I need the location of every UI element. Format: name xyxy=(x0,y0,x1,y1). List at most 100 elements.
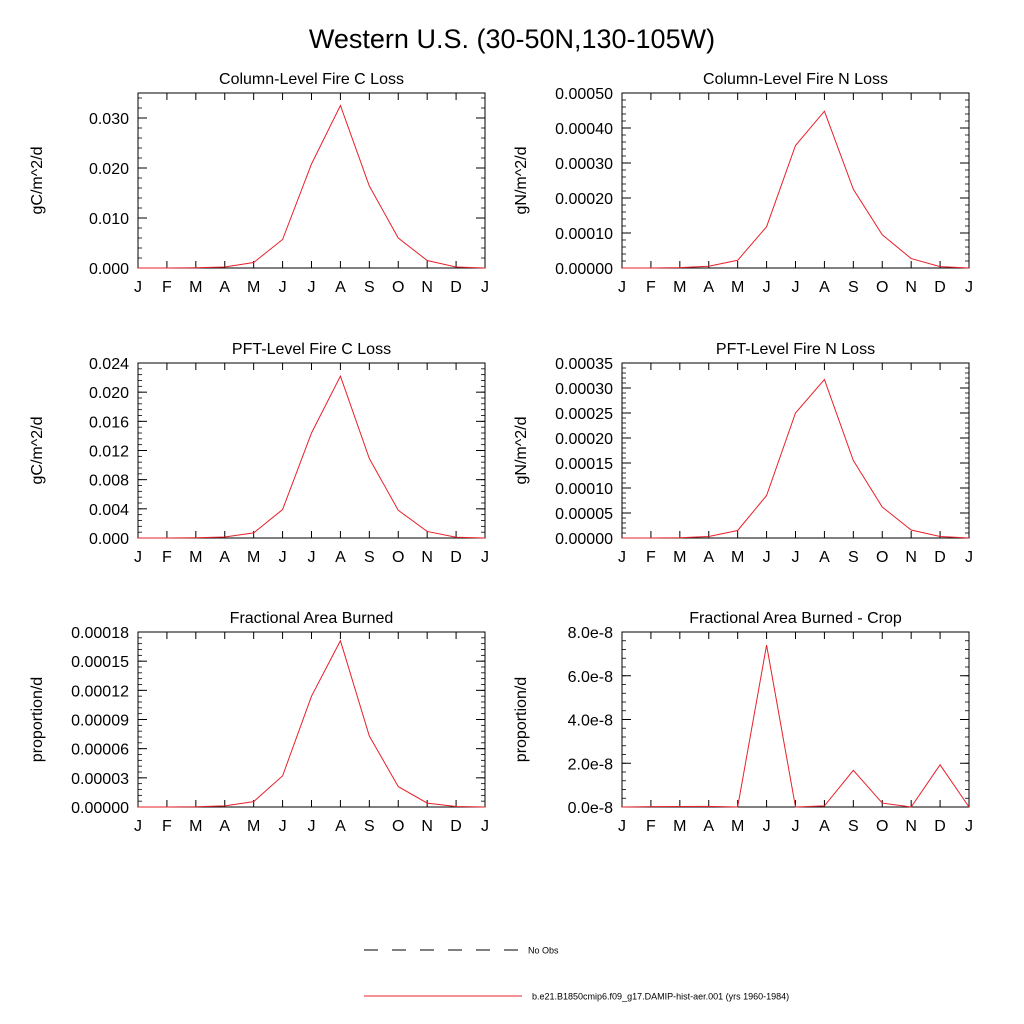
y-tick-label: 0.00025 xyxy=(555,406,613,423)
y-tick-label: 0.00012 xyxy=(71,683,129,700)
panel-title: Fractional Area Burned - Crop xyxy=(689,610,902,627)
plot-frame xyxy=(137,631,486,808)
x-tick-label: F xyxy=(646,549,656,566)
y-tick-label: 4.0e-8 xyxy=(568,713,613,730)
y-axis-label: proportion/d xyxy=(29,677,46,762)
y-tick-label: 0.008 xyxy=(89,473,129,490)
y-tick-label: 8.0e-8 xyxy=(568,625,613,642)
panel-title: PFT-Level Fire C Loss xyxy=(232,341,391,358)
y-tick-label: 0.000 xyxy=(89,531,129,548)
y-axis-label: gN/m^2/d xyxy=(513,417,530,485)
x-tick-label: J xyxy=(965,549,973,566)
x-tick-label: A xyxy=(335,279,346,296)
x-tick-label: J xyxy=(618,279,626,296)
x-tick-label: D xyxy=(934,279,946,296)
x-tick-label: D xyxy=(934,549,946,566)
legend-label-2: b.e21.B1850cmip6.f09_g17.DAMIP-hist-aer.… xyxy=(532,992,789,1002)
y-tick-label: 0.00000 xyxy=(71,800,129,817)
y-tick-label: 0.00000 xyxy=(555,261,613,278)
x-tick-label: J xyxy=(763,549,771,566)
x-tick-label: M xyxy=(673,279,686,296)
x-tick-label: F xyxy=(162,549,172,566)
y-tick-label: 0.00000 xyxy=(555,531,613,548)
x-tick-label: S xyxy=(364,818,375,835)
x-tick-label: J xyxy=(792,279,800,296)
y-tick-label: 0.00050 xyxy=(555,86,613,103)
panel-title: Fractional Area Burned xyxy=(230,610,394,627)
x-tick-label: J xyxy=(618,549,626,566)
x-tick-label: J xyxy=(279,818,287,835)
x-tick-label: J xyxy=(308,549,316,566)
panel-title: Column-Level Fire N Loss xyxy=(703,71,888,88)
x-tick-label: S xyxy=(848,279,859,296)
y-tick-label: 0.024 xyxy=(89,356,129,373)
series-line xyxy=(621,645,970,808)
x-tick-label: F xyxy=(162,818,172,835)
x-tick-label: O xyxy=(876,279,888,296)
panel-6: Fractional Area Burned - Crop proportion/… xyxy=(513,610,973,835)
x-tick-label: A xyxy=(219,818,230,835)
series-line xyxy=(138,639,486,808)
x-tick-label: J xyxy=(481,279,489,296)
x-tick-label: A xyxy=(819,818,830,835)
legend: No Obs b.e21.B1850cmip6.f09_g17.DAMIP-his… xyxy=(364,946,789,1002)
x-tick-label: M xyxy=(731,279,744,296)
x-tick-label: S xyxy=(364,279,375,296)
series-line xyxy=(622,110,970,269)
y-tick-label: 0.004 xyxy=(89,502,129,519)
y-axis-label: proportion/d xyxy=(513,677,530,762)
x-tick-label: M xyxy=(673,818,686,835)
x-tick-label: D xyxy=(450,279,462,296)
y-tick-label: 0.020 xyxy=(89,385,129,402)
legend-label-1: No Obs xyxy=(528,946,559,956)
y-tick-label: 0.00030 xyxy=(555,156,613,173)
y-tick-label: 0.020 xyxy=(89,161,129,178)
x-tick-label: N xyxy=(905,549,917,566)
y-axis-label: gN/m^2/d xyxy=(513,147,530,215)
x-tick-label: D xyxy=(934,818,946,835)
y-tick-label: 0.012 xyxy=(89,444,129,461)
x-tick-label: D xyxy=(450,818,462,835)
x-tick-label: J xyxy=(279,279,287,296)
y-tick-label: 0.00035 xyxy=(555,356,613,373)
x-tick-label: F xyxy=(646,279,656,296)
x-tick-label: O xyxy=(392,818,404,835)
x-tick-label: F xyxy=(162,279,172,296)
x-tick-label: A xyxy=(219,549,230,566)
x-tick-label: M xyxy=(247,818,260,835)
x-tick-label: M xyxy=(189,818,202,835)
x-tick-label: N xyxy=(421,279,433,296)
x-tick-label: D xyxy=(450,549,462,566)
x-tick-label: M xyxy=(247,549,260,566)
y-tick-label: 0.00010 xyxy=(555,481,613,498)
x-tick-label: A xyxy=(703,549,714,566)
plot-frame xyxy=(621,92,970,269)
x-tick-label: M xyxy=(731,818,744,835)
x-tick-label: S xyxy=(848,818,859,835)
x-tick-label: A xyxy=(703,279,714,296)
figure-title: Western U.S. (30-50N,130-105W) xyxy=(309,24,715,54)
plot-frame xyxy=(621,631,970,808)
y-tick-label: 0.00009 xyxy=(71,713,129,730)
y-tick-label: 0.00015 xyxy=(555,456,613,473)
x-tick-label: O xyxy=(876,818,888,835)
x-tick-label: J xyxy=(965,818,973,835)
y-tick-label: 0.030 xyxy=(89,111,129,128)
panel-title: PFT-Level Fire N Loss xyxy=(716,341,875,358)
x-tick-label: J xyxy=(792,818,800,835)
x-tick-label: A xyxy=(335,818,346,835)
y-tick-label: 0.00006 xyxy=(71,742,129,759)
series-line xyxy=(138,104,486,269)
x-tick-label: J xyxy=(618,818,626,835)
x-tick-label: O xyxy=(392,279,404,296)
x-tick-label: J xyxy=(481,818,489,835)
x-tick-label: A xyxy=(703,818,714,835)
x-tick-label: J xyxy=(134,549,142,566)
plot-frame xyxy=(137,362,486,539)
y-tick-label: 0.00040 xyxy=(555,121,613,138)
x-tick-label: M xyxy=(673,549,686,566)
x-tick-label: M xyxy=(247,279,260,296)
